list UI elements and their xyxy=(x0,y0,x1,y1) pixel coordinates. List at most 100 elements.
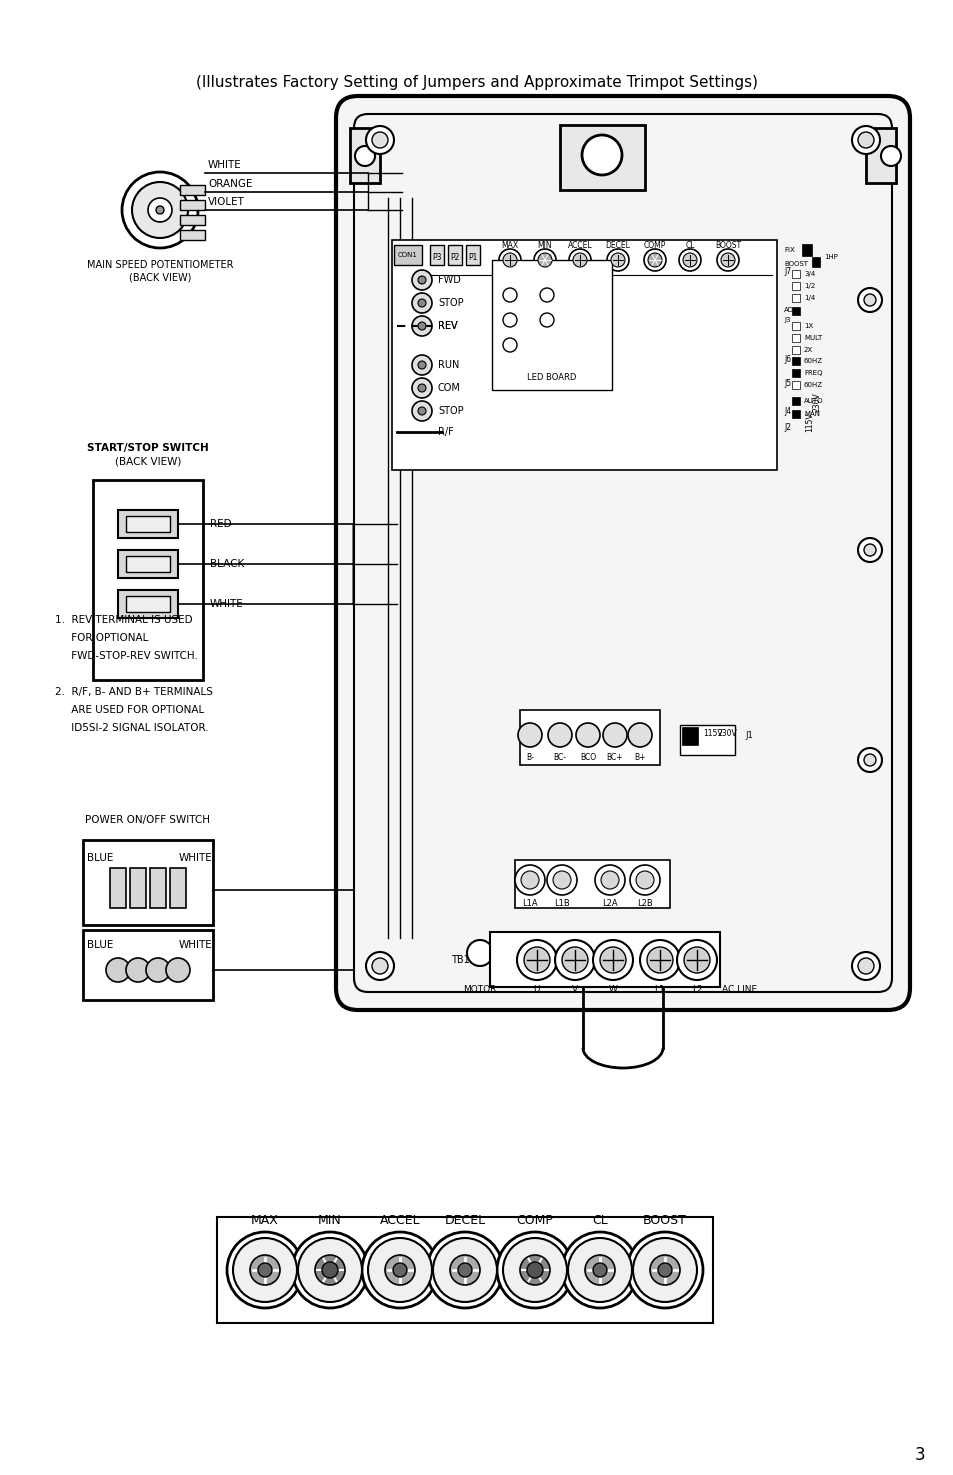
Text: COM: COM xyxy=(437,384,460,392)
Text: 230V: 230V xyxy=(718,729,737,738)
Circle shape xyxy=(122,173,198,248)
Circle shape xyxy=(412,316,432,336)
Circle shape xyxy=(227,1232,303,1308)
Bar xyxy=(150,867,166,909)
Circle shape xyxy=(658,1263,671,1277)
Text: REV: REV xyxy=(437,322,457,330)
Circle shape xyxy=(553,872,571,889)
Text: U: U xyxy=(533,985,539,994)
Text: 115V: 115V xyxy=(804,412,814,432)
Text: MULT: MULT xyxy=(803,335,821,341)
Circle shape xyxy=(361,1232,437,1308)
Circle shape xyxy=(417,322,426,330)
Circle shape xyxy=(412,378,432,398)
Circle shape xyxy=(602,723,626,746)
Text: BCO: BCO xyxy=(579,752,596,761)
Text: ACCEL: ACCEL xyxy=(567,240,592,249)
Circle shape xyxy=(314,1255,345,1285)
Circle shape xyxy=(366,951,394,979)
Bar xyxy=(801,243,811,257)
Bar xyxy=(83,839,213,925)
Circle shape xyxy=(636,872,654,889)
Circle shape xyxy=(132,181,188,237)
Circle shape xyxy=(292,1232,368,1308)
Text: ADJ: ADJ xyxy=(783,307,795,313)
Text: (BACK VIEW): (BACK VIEW) xyxy=(114,457,181,468)
Bar xyxy=(180,215,205,226)
Text: MIN: MIN xyxy=(537,240,552,249)
Circle shape xyxy=(166,957,190,982)
Circle shape xyxy=(606,249,628,271)
Text: CON1: CON1 xyxy=(397,252,417,258)
Text: W: W xyxy=(608,985,617,994)
Text: 115V: 115V xyxy=(702,729,721,738)
Circle shape xyxy=(427,1232,502,1308)
Circle shape xyxy=(720,254,734,267)
Circle shape xyxy=(537,254,552,267)
Bar xyxy=(180,201,205,209)
Bar xyxy=(465,245,479,266)
Text: (BACK VIEW): (BACK VIEW) xyxy=(129,273,191,283)
Circle shape xyxy=(610,254,624,267)
Bar xyxy=(791,294,800,302)
Bar xyxy=(180,230,205,240)
Bar xyxy=(865,128,895,183)
Circle shape xyxy=(683,947,709,974)
Text: FREQ: FREQ xyxy=(803,370,821,376)
Bar xyxy=(126,556,170,572)
Bar xyxy=(791,410,800,417)
Bar xyxy=(180,184,205,195)
Circle shape xyxy=(366,125,394,153)
Text: J2: J2 xyxy=(783,422,790,432)
Circle shape xyxy=(567,1238,631,1302)
Circle shape xyxy=(126,957,150,982)
Circle shape xyxy=(639,940,679,979)
Circle shape xyxy=(857,131,873,148)
Text: 230V: 230V xyxy=(812,392,821,412)
Circle shape xyxy=(682,254,697,267)
Circle shape xyxy=(857,748,882,771)
Text: RED: RED xyxy=(210,519,232,530)
Text: MOTOR: MOTOR xyxy=(463,985,497,994)
Circle shape xyxy=(717,249,739,271)
Bar xyxy=(791,369,800,378)
Circle shape xyxy=(677,940,717,979)
Circle shape xyxy=(517,723,541,746)
Text: WHITE: WHITE xyxy=(179,940,213,950)
Circle shape xyxy=(519,1255,550,1285)
Text: RUN: RUN xyxy=(437,360,459,370)
Text: START/STOP SWITCH: START/STOP SWITCH xyxy=(87,442,209,453)
Circle shape xyxy=(412,270,432,291)
Text: ACCEL: ACCEL xyxy=(379,1214,420,1227)
Text: AC LINE: AC LINE xyxy=(721,985,757,994)
Circle shape xyxy=(584,1255,615,1285)
Circle shape xyxy=(233,1238,296,1302)
Text: VIOLET: VIOLET xyxy=(208,198,245,206)
Circle shape xyxy=(148,198,172,223)
Circle shape xyxy=(568,249,590,271)
Circle shape xyxy=(546,864,577,895)
Bar xyxy=(170,867,186,909)
Circle shape xyxy=(643,249,665,271)
Circle shape xyxy=(526,1263,542,1277)
Bar xyxy=(791,270,800,277)
Text: BLACK: BLACK xyxy=(210,559,244,569)
Text: 3: 3 xyxy=(914,1446,924,1465)
Circle shape xyxy=(534,249,556,271)
Text: POWER ON/OFF SWITCH: POWER ON/OFF SWITCH xyxy=(86,816,211,825)
Bar xyxy=(490,932,720,987)
Circle shape xyxy=(627,723,651,746)
Circle shape xyxy=(679,249,700,271)
Text: ID5SI-2 SIGNAL ISOLATOR.: ID5SI-2 SIGNAL ISOLATOR. xyxy=(55,723,209,733)
Bar xyxy=(430,245,443,266)
Text: COMP: COMP xyxy=(516,1214,553,1227)
Circle shape xyxy=(502,313,517,327)
Circle shape xyxy=(561,947,587,974)
Text: J6: J6 xyxy=(783,355,790,364)
Bar xyxy=(448,245,461,266)
Circle shape xyxy=(539,288,554,302)
Text: FOR OPTIONAL: FOR OPTIONAL xyxy=(55,633,149,643)
Circle shape xyxy=(515,864,544,895)
Text: LED BOARD: LED BOARD xyxy=(527,373,576,382)
Text: MAX: MAX xyxy=(251,1214,278,1227)
